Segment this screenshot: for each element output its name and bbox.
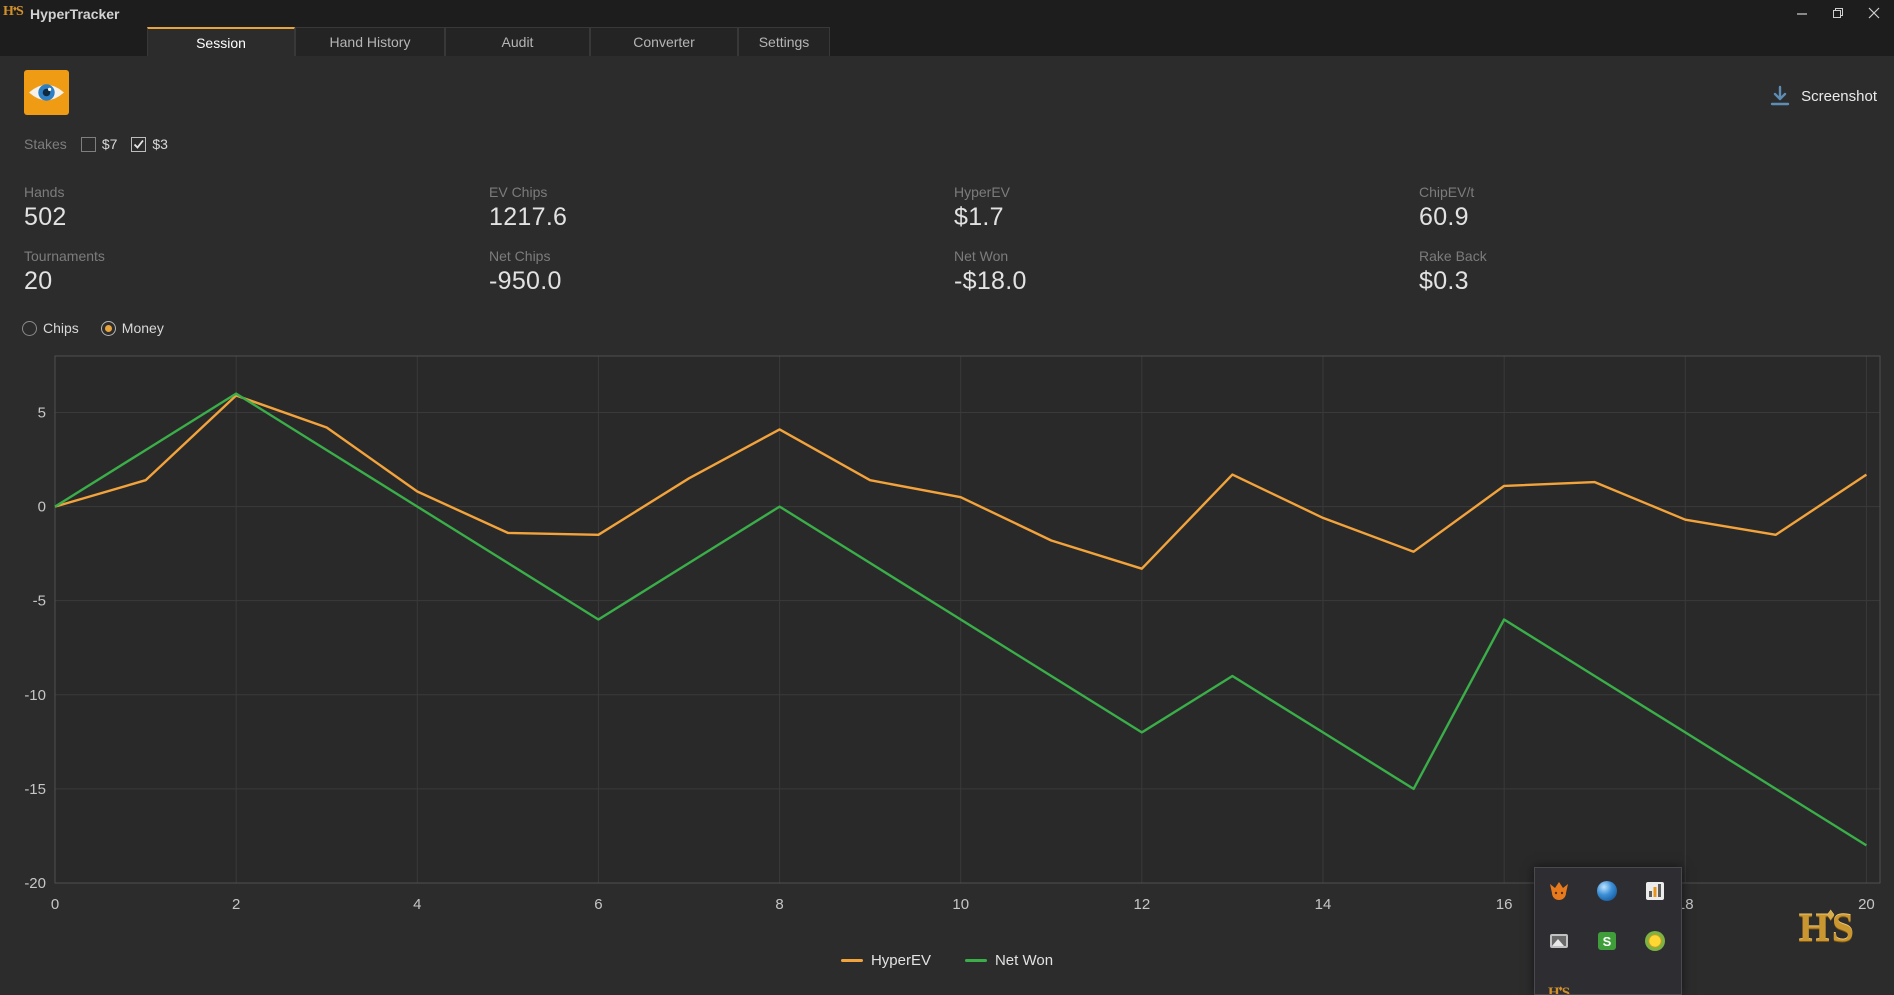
stat-value: $1.7 (954, 203, 1004, 231)
stat-value: -950.0 (489, 267, 562, 295)
radio-selected-icon (100, 320, 116, 336)
legend-item-hyperev: HyperEV (840, 952, 931, 969)
x-tick-label: 0 (51, 896, 59, 913)
stakes-checkbox-3[interactable]: $3 (131, 136, 168, 152)
stat-label: Hands (24, 184, 65, 200)
brand-logo: H♦S (1798, 905, 1854, 950)
stakes-checkbox-7[interactable]: $7 (80, 136, 118, 152)
fox-icon[interactable] (1548, 880, 1570, 907)
x-tick-label: 10 (952, 896, 969, 913)
tab-bar: Session Hand History Audit Converter Set… (0, 27, 1894, 56)
stat-label: Rake Back (1419, 248, 1487, 264)
radio-label: Money (121, 320, 164, 336)
session-chart: 0 2 4 6 8 10 12 14 16 18 20 5 0 -5 -10 -15 -20 (0, 348, 1894, 938)
stat-net-chips: Net Chips -950.0 (489, 248, 954, 296)
stat-rake-back: Rake Back $0.3 (1419, 248, 1891, 296)
x-tick-label: 4 (413, 896, 421, 913)
svg-text:S: S (1603, 934, 1612, 949)
restore-icon (1833, 7, 1843, 18)
window-title: HyperTracker (30, 6, 120, 22)
stat-chipev-t: ChipEV/t 60.9 (1419, 184, 1891, 232)
checkbox-unchecked-icon (80, 136, 96, 152)
tray-overflow-popup: S H♦S (1534, 867, 1682, 995)
y-tick-label: 0 (38, 499, 46, 516)
window-controls (1784, 0, 1892, 25)
stakes-label: Stakes (24, 136, 67, 152)
tab-audit[interactable]: Audit (445, 27, 590, 56)
screenshot-button[interactable]: Screenshot (1768, 84, 1877, 108)
view-radio-chips[interactable]: Chips (22, 320, 79, 336)
screen-capture-icon[interactable] (1548, 930, 1570, 957)
stat-hands: Hands 502 (24, 184, 489, 232)
app-icon: H♦S (3, 4, 24, 19)
close-icon (1868, 7, 1880, 18)
stat-value: -$18.0 (954, 267, 1027, 295)
x-tick-label: 8 (775, 896, 783, 913)
y-tick-label: -10 (24, 687, 46, 704)
legend-swatch-net-won (964, 959, 987, 962)
stats-grid: Hands 502 EV Chips 1217.6 HyperEV $1.7 C… (24, 184, 1891, 296)
minimize-button[interactable] (1784, 0, 1820, 25)
x-tick-label: 2 (232, 896, 240, 913)
legend-item-net-won: Net Won (964, 952, 1054, 969)
tab-session[interactable]: Session (147, 27, 295, 56)
restore-button[interactable] (1820, 0, 1856, 25)
view-toggle: Chips Money (22, 320, 164, 336)
green-s-app-icon[interactable]: S (1596, 930, 1618, 957)
stat-label: Tournaments (24, 248, 105, 264)
stat-label: HyperEV (954, 184, 1011, 200)
coin-icon[interactable] (1644, 930, 1666, 957)
stats-window-icon[interactable] (1644, 880, 1666, 907)
stat-net-won: Net Won -$18.0 (954, 248, 1419, 296)
stat-value: 60.9 (1419, 203, 1469, 231)
blue-orb-icon[interactable] (1596, 880, 1618, 907)
legend-label: HyperEV (870, 952, 931, 969)
download-arrow-icon (1770, 85, 1790, 106)
screenshot-label: Screenshot (1801, 87, 1877, 105)
stat-hyperev: HyperEV $1.7 (954, 184, 1419, 232)
y-tick-label: 5 (38, 404, 46, 421)
eye-icon (24, 70, 69, 120)
x-tick-label: 12 (1134, 896, 1151, 913)
tab-settings[interactable]: Settings (738, 27, 830, 56)
stakes-filter: Stakes $7 $3 (24, 136, 168, 152)
x-tick-label: 20 (1858, 896, 1875, 913)
stat-value: 502 (24, 203, 67, 231)
chart-legend: HyperEV Net Won (0, 952, 1894, 969)
tab-converter[interactable]: Converter (590, 27, 738, 56)
stat-value: 1217.6 (489, 203, 568, 231)
stat-label: Net Chips (489, 248, 551, 264)
line-hyperev (54, 394, 1868, 570)
radio-unselected-icon (22, 320, 37, 336)
stat-label: ChipEV/t (1419, 184, 1475, 200)
x-tick-label: 14 (1315, 896, 1332, 913)
line-net-won (54, 392, 1868, 847)
close-button[interactable] (1856, 0, 1892, 25)
y-tick-label: -15 (24, 781, 46, 798)
stat-value: 20 (24, 267, 53, 295)
tab-hand-history[interactable]: Hand History (295, 27, 445, 56)
checkbox-checked-icon (131, 136, 147, 152)
y-tick-label: -5 (33, 593, 46, 610)
radio-label: Chips (43, 320, 79, 336)
y-tick-label: -20 (24, 875, 46, 892)
legend-label: Net Won (994, 952, 1054, 969)
hs-logo-partial-icon[interactable]: H♦S (1547, 984, 1571, 995)
x-tick-label: 16 (1496, 896, 1513, 913)
stake-option-label: $7 (101, 136, 118, 152)
stake-option-label: $3 (152, 136, 168, 152)
minimize-icon (1797, 12, 1807, 15)
stat-tournaments: Tournaments 20 (24, 248, 489, 296)
titlebar: H♦S HyperTracker (0, 0, 1894, 27)
x-tick-label: 6 (594, 896, 602, 913)
stat-label: Net Won (954, 248, 1009, 264)
stat-ev-chips: EV Chips 1217.6 (489, 184, 954, 232)
stat-value: $0.3 (1419, 267, 1469, 295)
stat-label: EV Chips (489, 184, 548, 200)
view-radio-money[interactable]: Money (100, 320, 164, 336)
legend-swatch-hyperev (840, 959, 863, 962)
